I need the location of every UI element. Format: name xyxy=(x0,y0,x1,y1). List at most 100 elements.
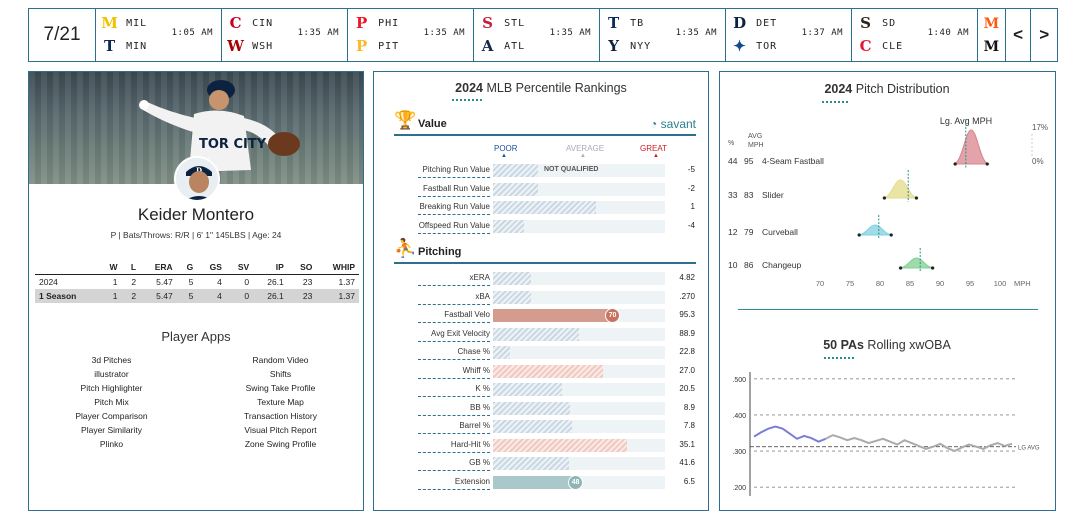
percentile-row-label: Extension xyxy=(454,476,490,486)
scoreboard-game[interactable]: T TB Y NYY 1:35 AM xyxy=(600,9,727,61)
percentile-row: GB % 41.6 xyxy=(374,454,708,473)
away-team-abbr: PHI xyxy=(378,17,400,29)
home-team-abbr: TOR xyxy=(756,40,778,52)
game-time: 1:37 AM xyxy=(801,28,844,38)
player-app-link[interactable]: Random Video xyxy=(252,355,309,365)
scoreboard-game[interactable]: D DET ✦ TOR 1:37 AM xyxy=(726,9,853,61)
game-time: 1:40 AM xyxy=(927,28,970,38)
away-team: S STL xyxy=(478,13,525,33)
home-team-abbr: MIN xyxy=(126,40,148,52)
scoreboard-game[interactable]: S STL A ATL 1:35 AM xyxy=(474,9,601,61)
percentile-row-label: xERA xyxy=(469,273,490,282)
stats-cell: 0 xyxy=(225,289,254,303)
team-logo-icon: P xyxy=(355,14,369,32)
player-headshot: D xyxy=(174,156,220,202)
xwoba-line-early xyxy=(753,425,827,443)
percentile-row: Barrel % 7.8 xyxy=(374,417,708,436)
x-tick-label: 95 xyxy=(966,279,974,288)
team-logo-icon: S xyxy=(860,14,872,32)
savant-link[interactable]: ◔ savant xyxy=(650,117,696,131)
percentile-bar xyxy=(493,164,665,177)
pitch-density-curve xyxy=(882,179,919,199)
pitch-avg-mph: 79 xyxy=(744,227,754,237)
scoreboard-prev-button[interactable]: < xyxy=(1006,9,1032,61)
value-section-header: 🏆 Value ◔ savant xyxy=(394,110,696,136)
stats-header-cell xyxy=(35,260,99,275)
percentile-row-value: 8.9 xyxy=(683,402,695,412)
team-logo-icon: ✦ xyxy=(733,37,747,55)
away-team: M MIL xyxy=(100,13,147,33)
team-logo-icon: Y xyxy=(608,37,620,55)
percentile-row: Chase % 22.8 xyxy=(374,343,708,362)
player-app-link[interactable]: Texture Map xyxy=(257,397,304,407)
percentile-row: Breaking Run Value 1 xyxy=(374,198,708,217)
legend-great: GREAT xyxy=(640,144,667,153)
team-logo-icon: M xyxy=(983,38,1000,55)
player-app-link[interactable]: Plinko xyxy=(99,439,124,449)
percentile-row-value: 95.3 xyxy=(679,310,695,319)
scoreboard-game[interactable]: P PHI P PIT 1:35 AM xyxy=(348,9,475,61)
stats-cell: 0 xyxy=(244,277,250,287)
stats-cell: 5 xyxy=(188,277,194,287)
pitch-density-curve xyxy=(857,224,894,236)
percentile-row-value: 41.6 xyxy=(679,458,695,467)
scoreboard-extra-game[interactable]: M M xyxy=(978,9,1006,61)
player-app-link[interactable]: Transaction History xyxy=(244,411,317,421)
player-app-link[interactable]: 3d Pitches xyxy=(91,355,132,365)
scoreboard-game[interactable]: S SD C CLE 1:40 AM xyxy=(852,9,979,61)
percentile-row: Fastball Run Value -2 xyxy=(374,180,708,199)
pitch-pct: 12 xyxy=(728,227,738,237)
pitch-max-dot xyxy=(889,233,893,237)
player-app-link[interactable]: Zone Swing Profile xyxy=(244,439,317,449)
percentile-bar xyxy=(493,401,665,415)
percentile-row-value: 35.1 xyxy=(679,439,695,449)
percentile-row-label: Chase % xyxy=(457,347,490,356)
percentile-row-value: 27.0 xyxy=(679,365,695,375)
percentile-row: Extension 48 6.5 xyxy=(374,473,708,492)
not-qualified-label: NOT QUALIFIED xyxy=(544,166,599,173)
percentile-row-label: GB % xyxy=(469,458,490,467)
pitch-panel: 2024 Pitch Distribution Lg. Avg MPH% AVG MP… xyxy=(719,71,1056,511)
percentile-row: Fastball Velo 70 95.3 xyxy=(374,306,708,325)
percentile-row-label: Fastball Run Value xyxy=(423,183,490,193)
percentile-row-label: Breaking Run Value xyxy=(419,202,490,212)
pitch-max-dot xyxy=(985,162,989,166)
stats-header-cell: G xyxy=(176,260,198,275)
scoreboard-game[interactable]: M MIL T MIN 1:05 AM xyxy=(96,9,223,61)
player-app-link[interactable]: Pitch Mix xyxy=(94,397,129,407)
percentile-row: K % 20.5 xyxy=(374,380,708,399)
player-app-link[interactable]: Pitch Highlighter xyxy=(80,383,143,393)
scoreboard-next-button[interactable]: > xyxy=(1039,25,1050,44)
pitch-name: Slider xyxy=(762,190,784,200)
pitch-max-dot xyxy=(931,266,935,270)
x-tick-label: 85 xyxy=(906,279,914,288)
percentile-row: Hard-Hit % 35.1 xyxy=(374,436,708,455)
stats-cell: 4 xyxy=(197,289,226,303)
pitch-min-dot xyxy=(899,266,903,270)
player-app-link[interactable]: Shifts xyxy=(269,369,292,379)
stats-cell: 1 xyxy=(112,277,118,287)
player-app-link[interactable]: Player Comparison xyxy=(75,411,148,421)
player-app-link[interactable]: illustrator xyxy=(94,369,129,379)
percentile-bar xyxy=(493,346,665,359)
pitch-name: Curveball xyxy=(762,227,798,237)
x-tick-label: 80 xyxy=(876,279,884,288)
player-app-link[interactable]: Visual Pitch Report xyxy=(244,425,317,435)
value-section-label: Value xyxy=(418,118,447,130)
stats-cell: 2024 xyxy=(39,277,58,287)
percentile-bar xyxy=(493,327,665,341)
scale-max-label: 17% xyxy=(1032,123,1048,132)
stats-cell: 5 xyxy=(176,289,198,303)
player-app-link[interactable]: Swing Take Profile xyxy=(245,383,316,393)
percentile-row-value: 4.82 xyxy=(679,273,695,282)
percentile-bar xyxy=(493,457,665,470)
percentile-row-value: -4 xyxy=(687,220,695,230)
away-team: S SD xyxy=(856,13,896,33)
rolling-xwoba-chart: 50 PAs Rolling xwOBA .500 .400 .300 .200 LG A… xyxy=(732,338,1040,496)
away-team-abbr: MIL xyxy=(126,17,148,29)
pitch-pct: 10 xyxy=(728,260,738,270)
player-app-link[interactable]: Player Similarity xyxy=(81,425,142,435)
player-apps-right: Random Video Shifts Swing Take Profile Text… xyxy=(198,353,363,451)
scoreboard-game[interactable]: C CIN W WSH 1:35 AM xyxy=(222,9,349,61)
col-mph-label: MPH xyxy=(748,142,764,149)
